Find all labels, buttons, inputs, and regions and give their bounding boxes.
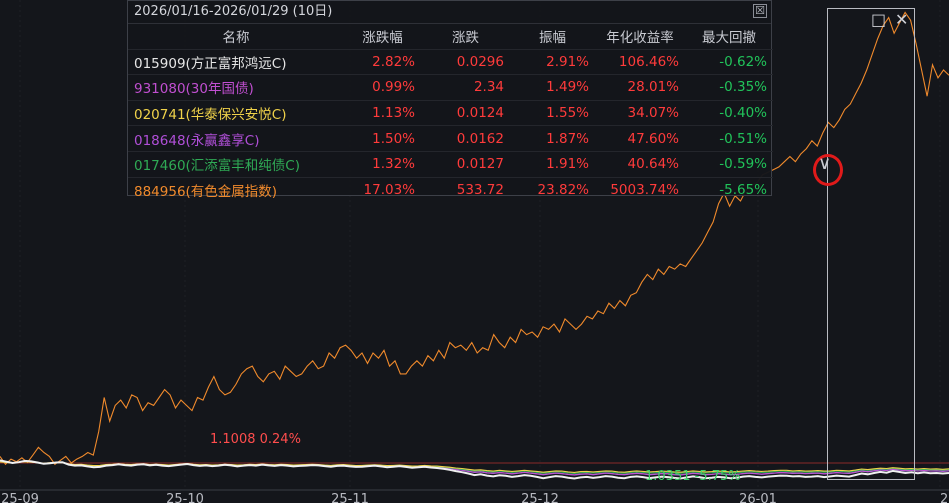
row-name: 020741(华泰保兴安悦C): [128, 99, 344, 126]
table-row[interactable]: 931080(30年国债) 0.99% 2.34 1.49% 28.01% -0.35%: [128, 74, 773, 101]
row-name: 015909(方正富邦鸿远C): [128, 48, 344, 75]
row-change: 533.72: [421, 176, 510, 203]
panel-title-bar: 2026/01/16-2026/01/29 (10日) ☒: [128, 1, 771, 24]
table-row[interactable]: 017460(汇添富丰和纯债C) 1.32% 0.0127 1.91% 40.64% -0…: [128, 150, 773, 178]
row-annualized: 106.46%: [595, 48, 685, 75]
x-tick-label: 26-01: [739, 492, 777, 503]
panel-close-icon[interactable]: ☒: [753, 4, 767, 18]
col-header-change-pct: 涨跌幅: [362, 30, 403, 47]
table-row[interactable]: 018648(永赢鑫享C) 1.50% 0.0162 1.87% 47.60% -0.51…: [128, 125, 773, 152]
row-name: 018648(永赢鑫享C): [128, 125, 344, 152]
row-change-pct: 1.13%: [344, 99, 421, 126]
x-tick-label: 25-10: [166, 492, 204, 503]
series-layer: [0, 11, 949, 480]
x-tick-label: 25-12: [521, 492, 559, 503]
range-selection-box[interactable]: [827, 8, 915, 480]
row-max-drawdown: -0.40%: [685, 99, 773, 126]
row-amplitude: 1.91%: [510, 150, 595, 178]
row-max-drawdown: -0.59%: [685, 150, 773, 178]
row-annualized: 40.64%: [595, 150, 685, 178]
x-tick-label: 25-09: [1, 492, 39, 503]
row-change-pct: 1.32%: [344, 150, 421, 178]
row-amplitude: 1.87%: [510, 125, 595, 152]
annotation-low: 1.0351 -5.75%: [645, 469, 741, 484]
row-annualized: 28.01%: [595, 74, 685, 101]
row-change-pct: 17.03%: [344, 176, 421, 203]
panel-title: 2026/01/16-2026/01/29 (10日): [134, 4, 333, 19]
row-change: 0.0162: [421, 125, 510, 152]
x-tick-label: 25-11: [331, 492, 369, 503]
restore-icon[interactable]: □: [871, 10, 887, 29]
row-amplitude: 23.82%: [510, 176, 595, 203]
row-annualized: 34.07%: [595, 99, 685, 126]
interval-stats-panel: 2026/01/16-2026/01/29 (10日) ☒ 名称 涨跌幅 涨跌 …: [127, 0, 773, 203]
annotation-high: 1.1008 0.24%: [210, 432, 301, 447]
x-tick-label: 26-02: [940, 492, 949, 503]
col-header-change: 涨跌: [452, 30, 479, 47]
row-annualized: 5003.74%: [595, 176, 685, 203]
row-change-pct: 0.99%: [344, 74, 421, 101]
row-max-drawdown: -0.35%: [685, 74, 773, 101]
series-line-1: [0, 459, 949, 480]
row-change: 0.0124: [421, 99, 510, 126]
chevron-down-icon: ∨: [818, 153, 832, 174]
row-name: 017460(汇添富丰和纯债C): [128, 150, 344, 178]
col-header-max-drawdown: 最大回撤: [702, 30, 756, 47]
selection-point-marker: [813, 154, 843, 186]
col-header-annualized: 年化收益率: [606, 30, 674, 47]
row-change: 0.0296: [421, 48, 510, 75]
table-row[interactable]: 020741(华泰保兴安悦C) 1.13% 0.0124 1.55% 34.07% -0.…: [128, 99, 773, 126]
close-selection-icon[interactable]: ✕: [895, 10, 909, 29]
col-header-name: 名称: [222, 30, 250, 47]
x-axis-ticks: 25-09 25-10 25-11 25-12 26-01 26-02: [1, 492, 949, 503]
stats-table: 名称 涨跌幅 涨跌 振幅 年化收益率 最大回撤 015909(方正富邦鸿远C) 2…: [128, 24, 773, 203]
row-change: 0.0127: [421, 150, 510, 178]
row-annualized: 47.60%: [595, 125, 685, 152]
row-change: 2.34: [421, 74, 510, 101]
row-name: 884956(有色金属指数): [128, 176, 344, 203]
row-amplitude: 2.91%: [510, 48, 595, 75]
row-name: 931080(30年国债): [128, 74, 344, 101]
row-max-drawdown: -5.65%: [685, 176, 773, 203]
table-header-row: 名称 涨跌幅 涨跌 振幅 年化收益率 最大回撤: [128, 24, 773, 49]
row-amplitude: 1.55%: [510, 99, 595, 126]
col-header-amplitude: 振幅: [539, 30, 566, 47]
row-amplitude: 1.49%: [510, 74, 595, 101]
row-change-pct: 2.82%: [344, 48, 421, 75]
table-row[interactable]: 015909(方正富邦鸿远C) 2.82% 0.0296 2.91% 106.46% -0…: [128, 48, 773, 75]
row-max-drawdown: -0.51%: [685, 125, 773, 152]
row-max-drawdown: -0.62%: [685, 48, 773, 75]
row-change-pct: 1.50%: [344, 125, 421, 152]
series-line-0: [0, 11, 949, 466]
table-row[interactable]: 884956(有色金属指数) 17.03% 533.72 23.82% 5003.74%…: [128, 176, 773, 203]
